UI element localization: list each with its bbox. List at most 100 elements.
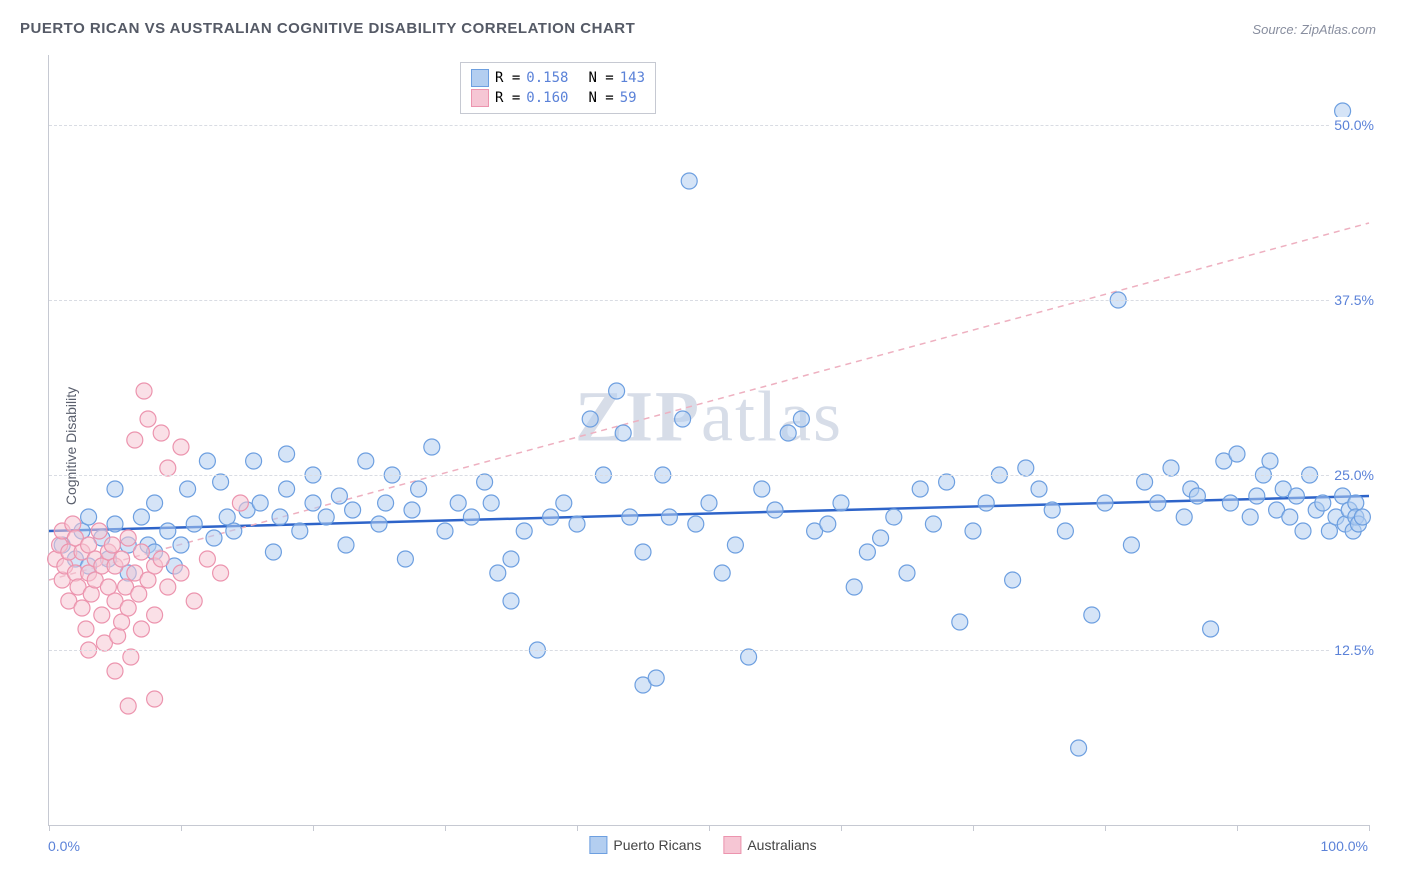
- data-point: [305, 495, 321, 511]
- data-point: [859, 544, 875, 560]
- gridline: [49, 475, 1369, 476]
- x-tick: [577, 825, 578, 831]
- data-point: [1295, 523, 1311, 539]
- data-point: [965, 523, 981, 539]
- source-label: Source:: [1252, 22, 1297, 37]
- data-point: [490, 565, 506, 581]
- data-point: [127, 432, 143, 448]
- data-point: [556, 495, 572, 511]
- x-tick: [49, 825, 50, 831]
- n-value: 143: [620, 70, 645, 86]
- x-axis-min-label: 0.0%: [48, 838, 80, 854]
- data-point: [147, 607, 163, 623]
- legend-swatch: [471, 69, 489, 87]
- data-point: [199, 551, 215, 567]
- data-point: [582, 411, 598, 427]
- source-attribution: Source: ZipAtlas.com: [1252, 22, 1376, 37]
- data-point: [131, 586, 147, 602]
- n-label: N =: [588, 70, 613, 86]
- r-label: R =: [495, 90, 520, 106]
- y-tick-label: 37.5%: [1330, 292, 1374, 308]
- data-point: [378, 495, 394, 511]
- data-point: [615, 425, 631, 441]
- data-point: [140, 411, 156, 427]
- data-point: [939, 474, 955, 490]
- data-point: [318, 509, 334, 525]
- data-point: [160, 579, 176, 595]
- x-axis-max-label: 100.0%: [1321, 838, 1368, 854]
- data-point: [424, 439, 440, 455]
- r-value: 0.160: [526, 90, 568, 106]
- data-point: [701, 495, 717, 511]
- data-point: [952, 614, 968, 630]
- data-point: [714, 565, 730, 581]
- data-point: [65, 516, 81, 532]
- data-point: [279, 446, 295, 462]
- data-point: [74, 600, 90, 616]
- data-point: [503, 551, 519, 567]
- data-point: [292, 523, 308, 539]
- x-tick: [445, 825, 446, 831]
- data-point: [1018, 460, 1034, 476]
- data-point: [411, 481, 427, 497]
- y-tick-label: 25.0%: [1330, 467, 1374, 483]
- data-point: [173, 537, 189, 553]
- data-point: [133, 509, 149, 525]
- data-point: [213, 474, 229, 490]
- data-point: [780, 425, 796, 441]
- stats-legend-row: R =0.160N = 59: [471, 89, 645, 107]
- data-point: [206, 530, 222, 546]
- stats-legend-row: R =0.158N =143: [471, 69, 645, 87]
- data-point: [1097, 495, 1113, 511]
- data-point: [912, 481, 928, 497]
- gridline: [49, 650, 1369, 651]
- correlation-stats-legend: R =0.158N =143R =0.160N = 59: [460, 62, 656, 114]
- data-point: [107, 481, 123, 497]
- data-point: [978, 495, 994, 511]
- data-point: [609, 383, 625, 399]
- x-tick: [841, 825, 842, 831]
- data-point: [153, 425, 169, 441]
- data-point: [107, 663, 123, 679]
- data-point: [91, 523, 107, 539]
- data-point: [265, 544, 281, 560]
- x-tick: [709, 825, 710, 831]
- data-point: [133, 544, 149, 560]
- data-point: [153, 551, 169, 567]
- data-point: [1315, 495, 1331, 511]
- n-label: N =: [588, 90, 613, 106]
- data-point: [186, 593, 202, 609]
- data-point: [104, 537, 120, 553]
- data-point: [793, 411, 809, 427]
- data-point: [820, 516, 836, 532]
- data-point: [727, 537, 743, 553]
- data-point: [78, 621, 94, 637]
- legend-swatch: [723, 836, 741, 854]
- data-point: [1282, 509, 1298, 525]
- data-point: [136, 383, 152, 399]
- data-point: [1288, 488, 1304, 504]
- data-point: [94, 607, 110, 623]
- data-point: [246, 453, 262, 469]
- data-point: [1084, 607, 1100, 623]
- legend-swatch: [471, 89, 489, 107]
- r-value: 0.158: [526, 70, 568, 86]
- gridline: [49, 300, 1369, 301]
- data-point: [1203, 621, 1219, 637]
- data-point: [463, 509, 479, 525]
- data-point: [1005, 572, 1021, 588]
- data-point: [120, 698, 136, 714]
- data-point: [1189, 488, 1205, 504]
- data-point: [899, 565, 915, 581]
- data-point: [114, 551, 130, 567]
- gridline: [49, 125, 1369, 126]
- data-point: [437, 523, 453, 539]
- data-point: [543, 509, 559, 525]
- data-point: [886, 509, 902, 525]
- data-point: [450, 495, 466, 511]
- data-point: [160, 460, 176, 476]
- data-point: [681, 173, 697, 189]
- data-point: [147, 495, 163, 511]
- data-point: [147, 691, 163, 707]
- data-point: [338, 537, 354, 553]
